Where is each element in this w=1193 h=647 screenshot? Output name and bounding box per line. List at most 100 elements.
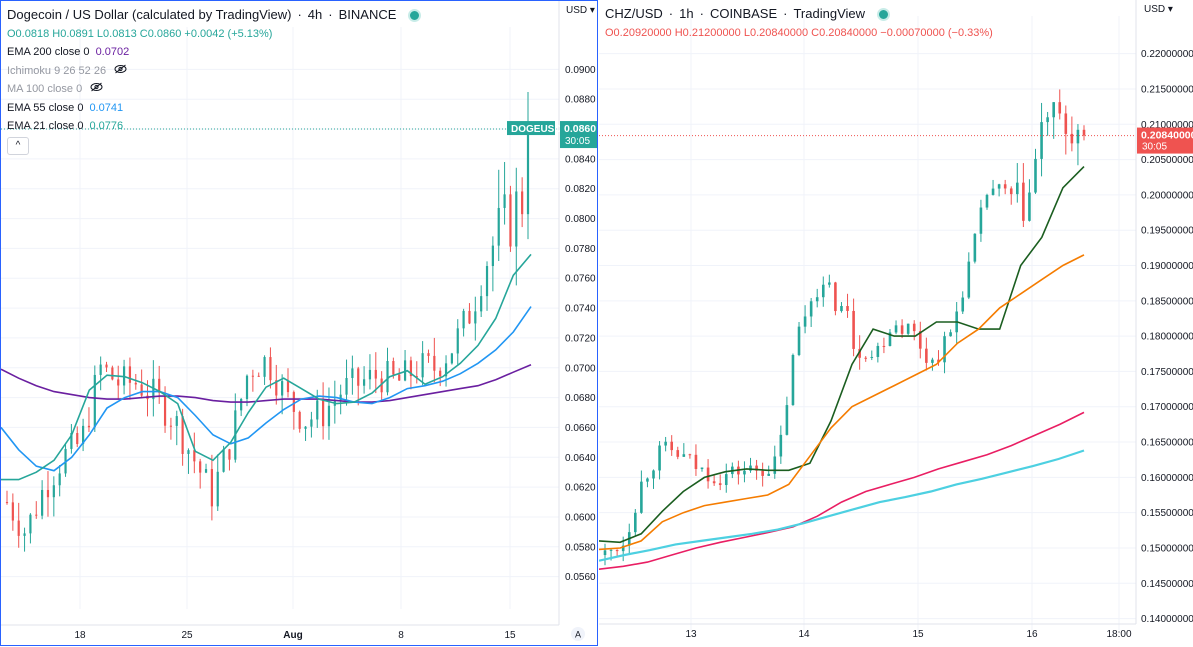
candle-body [949, 332, 952, 337]
candle-body [480, 296, 483, 312]
candle-body [761, 470, 764, 476]
doge-interval[interactable]: 4h [307, 7, 323, 23]
candle-body [304, 426, 307, 429]
candle-body [357, 368, 360, 386]
candle-body [433, 355, 436, 371]
candle-body [712, 481, 716, 484]
candle-body [834, 282, 837, 312]
doge-change: +0.0042 (+5.13%) [184, 27, 273, 40]
candle-body [852, 310, 855, 349]
candle-body [664, 441, 667, 446]
indicator-line [599, 254, 1085, 551]
candle-body [29, 514, 32, 534]
candle-body [444, 363, 448, 377]
y-axis-tick-label: 0.17500000 [1141, 367, 1193, 378]
candle-body [961, 297, 965, 312]
y-axis-tick-label: 0.0900 [565, 65, 596, 76]
candle-body [351, 368, 354, 379]
indicator-value: 0.0741 [89, 101, 124, 114]
candle-body [809, 301, 813, 317]
indicator-ma100[interactable]: MA 100 close 0 [7, 80, 421, 99]
chz-interval[interactable]: 1h [679, 6, 694, 22]
candle-body [779, 434, 783, 457]
candle-body [918, 331, 922, 349]
doge-chart-pane[interactable]: 0.0900 0.0880 0.0860 0.0840 0.0820 0.0800 0.07… [0, 0, 598, 646]
bar-countdown: 30:05 [565, 136, 590, 147]
doge-chart-canvas[interactable]: 0.0900 0.0880 0.0860 0.0840 0.0820 0.0800 0.07… [1, 1, 598, 646]
candle-body [322, 400, 325, 427]
candle-body [339, 394, 342, 401]
candle-body [1009, 188, 1013, 195]
chz-symbol-title[interactable]: CHZ/USD [605, 6, 663, 22]
candle-body [985, 194, 989, 208]
candle-body [803, 316, 807, 327]
candle-body [603, 550, 607, 556]
candle-body [204, 469, 208, 473]
candle-body [415, 376, 418, 378]
y-axis-tick-label: 0.16500000 [1141, 438, 1193, 449]
chz-open: O0.20920000 [605, 26, 672, 39]
x-axis-tick-label: 15 [504, 630, 516, 641]
indicator-ichimoku[interactable]: Ichimoku 9 26 52 26 [7, 62, 421, 81]
hidden-eye-icon[interactable] [114, 62, 127, 80]
indicator-ema200[interactable]: EMA 200 close 0 0.0702 [7, 43, 421, 62]
candle-body [292, 392, 295, 412]
candle-body [263, 357, 266, 377]
candle-body [117, 379, 120, 386]
candle-body [724, 474, 728, 486]
candle-body [128, 366, 132, 383]
y-axis-tick-label: 0.19500000 [1141, 226, 1193, 237]
candle-body [298, 411, 301, 429]
candle-body [275, 380, 278, 396]
chz-legend: CHZ/USD · 1h · COINBASE · TradingView O0… [605, 5, 993, 42]
doge-currency-label[interactable]: USD ▾ [566, 5, 595, 16]
indicator-ema55[interactable]: EMA 55 close 0 0.0741 [7, 99, 421, 118]
candle-body [345, 378, 348, 395]
indicator-line [599, 166, 1085, 544]
candle-body [846, 306, 849, 311]
candle-body [840, 306, 843, 312]
y-axis-tick-label: 0.17000000 [1141, 402, 1193, 413]
indicator-ema21[interactable]: EMA 21 close 0 0.0776 [7, 117, 421, 136]
candle-body [181, 416, 184, 454]
candle-body [193, 450, 196, 462]
candle-body [979, 207, 983, 234]
y-axis-tick-label: 0.0600 [565, 512, 596, 523]
y-axis-tick-label: 0.14500000 [1141, 579, 1193, 590]
candle-body [973, 233, 977, 262]
legend-collapse-button[interactable]: ^ [7, 136, 29, 155]
candle-body [421, 353, 424, 378]
candle-body [1052, 102, 1055, 118]
y-axis-tick-label: 0.19000000 [1141, 261, 1193, 272]
hidden-eye-icon[interactable] [90, 80, 103, 98]
doge-ohlc-row: O0.0818 H0.0891 L0.0813 C0.0860 +0.0042 … [7, 25, 421, 44]
candle-body [70, 433, 73, 449]
candle-body [5, 502, 9, 504]
indicator-name: EMA 21 close 0 [7, 120, 84, 133]
candle-body [1064, 113, 1068, 134]
chz-chart-pane[interactable]: 0.22000000 0.21500000 0.21000000 0.20500000… [599, 0, 1193, 645]
chz-chart-canvas[interactable]: 0.22000000 0.21500000 0.21000000 0.20500000… [599, 0, 1193, 645]
candle-body [374, 369, 377, 379]
candle-body [1058, 102, 1062, 114]
candle-body [621, 545, 625, 552]
candle-body [187, 450, 190, 454]
x-axis-tick-label: 15 [912, 629, 924, 640]
chz-exchange: COINBASE [709, 6, 778, 22]
candle-body [1034, 158, 1037, 193]
candle-body [392, 361, 395, 375]
x-axis-tick-label: 14 [798, 629, 810, 640]
y-axis-tick-label: 0.0620 [565, 483, 596, 494]
doge-open: O0.0818 [7, 27, 50, 40]
doge-symbol-title[interactable]: Dogecoin / US Dollar (calculated by Trad… [7, 7, 292, 23]
candle-body [462, 310, 465, 329]
indicator-line [1, 253, 532, 481]
candle-body [169, 425, 173, 427]
candle-body [997, 184, 1001, 189]
candle-body [767, 473, 771, 476]
y-axis-tick-label: 0.21000000 [1141, 120, 1193, 131]
chz-currency-label[interactable]: USD ▾ [1144, 4, 1173, 15]
auto-scale-button[interactable] [571, 627, 585, 641]
candle-body [87, 425, 91, 428]
candle-body [11, 502, 14, 521]
